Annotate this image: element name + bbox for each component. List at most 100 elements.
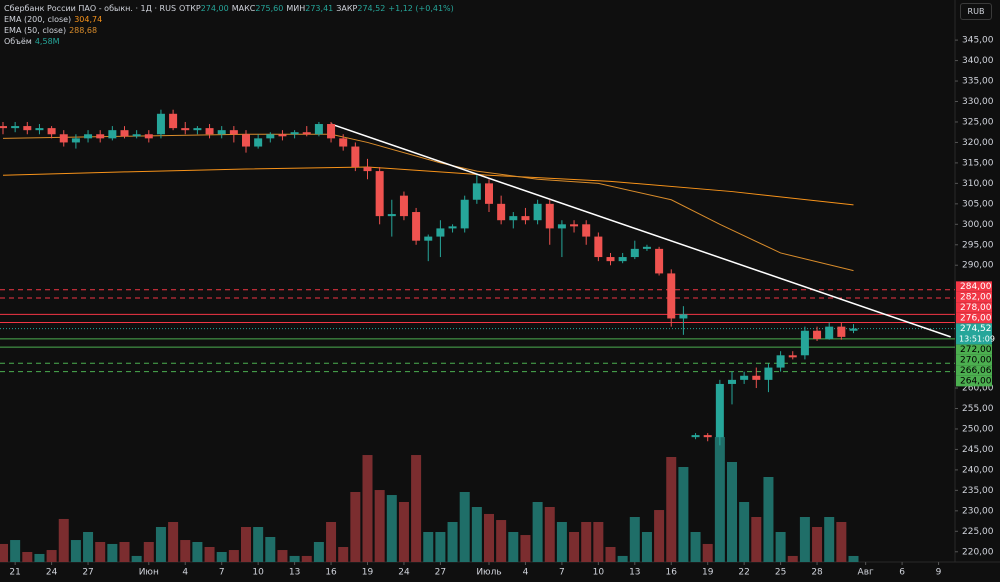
candle-body	[169, 113, 178, 129]
x-tick-label: 27	[435, 568, 446, 578]
candle-body	[703, 435, 712, 438]
candle-body	[412, 212, 421, 241]
trend-line	[330, 123, 951, 338]
volume-bar	[241, 527, 251, 562]
level-label: 270,00	[960, 356, 992, 366]
x-tick-label: 16	[325, 568, 337, 578]
current-price-label-bg	[956, 323, 992, 345]
volume-bar	[605, 547, 616, 562]
ema-line	[2, 166, 854, 206]
volume-bar	[155, 527, 166, 562]
legend-title: Сбербанк России ПАО - обыкн. · 1Д · RUS	[4, 4, 177, 13]
candle-body	[23, 126, 32, 131]
candle-body	[521, 216, 530, 221]
candle-body	[728, 379, 736, 384]
legend-ema-name: EMA (200, close)	[4, 15, 72, 24]
y-tick-label: 225,00	[962, 527, 994, 537]
volume-bar	[107, 543, 118, 562]
candle-body	[497, 203, 506, 221]
x-tick-label: 10	[252, 568, 264, 578]
legend-ema-name: EMA (50, close)	[4, 26, 67, 35]
candle-body	[557, 224, 566, 229]
candle-body	[800, 330, 809, 356]
candle-body	[254, 138, 263, 147]
level-label: 266,06	[960, 366, 992, 376]
level-label-bg	[956, 354, 992, 366]
volume-bar	[362, 455, 373, 562]
candle-body	[217, 130, 226, 135]
volume-bar	[775, 532, 786, 562]
candle-body	[266, 134, 275, 139]
candle-body	[96, 134, 105, 139]
x-tick-label: 7	[219, 568, 225, 578]
legend-field-value: 275,60	[255, 4, 284, 13]
volume-bar	[678, 467, 689, 562]
currency-button[interactable]: RUB	[960, 3, 992, 20]
volume-bar	[508, 532, 519, 562]
candle-body	[825, 326, 834, 339]
volume-bar	[799, 517, 810, 562]
y-tick-label: 335,00	[962, 77, 994, 87]
candle-body	[849, 328, 858, 331]
volume-bar	[265, 537, 276, 562]
y-tick-label: 295,00	[962, 240, 994, 250]
level-label-bg	[956, 344, 992, 355]
volume-bar	[143, 542, 154, 562]
legend-row: Сбербанк России ПАО - обыкн. · 1Д · RUS О…	[4, 3, 457, 14]
volume-bar	[289, 555, 300, 562]
volume-bar	[228, 550, 239, 562]
x-tick-label: 4	[182, 568, 188, 578]
volume-bar	[398, 502, 409, 562]
candle-body	[327, 124, 336, 139]
volume-bar	[253, 527, 264, 562]
candle-body	[351, 146, 360, 168]
legend-field-name: ЗАКР	[336, 4, 358, 13]
y-tick-label: 305,00	[962, 199, 994, 209]
candle-body	[691, 435, 700, 438]
candle-body	[144, 134, 153, 139]
candle-body	[545, 203, 554, 229]
volume-bar	[836, 522, 847, 562]
candle-body	[837, 326, 846, 337]
candle-body	[485, 183, 493, 204]
candle-body	[448, 226, 457, 229]
candle-body	[618, 257, 627, 262]
candle-body	[193, 128, 202, 131]
volume-bar	[520, 535, 531, 562]
legend-ema-value: 288,68	[69, 26, 98, 35]
y-tick-label: 255,00	[962, 404, 994, 414]
volume-bar	[435, 532, 446, 562]
candle-body	[667, 273, 676, 319]
volume-bar	[727, 462, 737, 562]
volume-bar	[313, 542, 324, 562]
candle-body	[655, 248, 664, 274]
candle-body	[339, 138, 348, 147]
y-tick-label: 340,00	[962, 56, 994, 66]
countdown-label: 13:51:09	[959, 335, 995, 344]
candle-body	[424, 236, 433, 241]
candle-body	[460, 199, 469, 229]
x-tick-label: 9	[936, 568, 942, 578]
x-tick-label: 7	[559, 568, 565, 578]
candle-body	[302, 132, 311, 135]
candle-body	[108, 130, 117, 139]
legend-field-value: 274,00	[200, 4, 229, 13]
candle-body	[0, 126, 7, 129]
y-tick-label: 330,00	[962, 97, 994, 107]
y-tick-label: 220,00	[962, 547, 994, 557]
volume-bar	[556, 522, 567, 562]
candle-body	[156, 113, 165, 135]
x-tick-label: 28	[811, 568, 823, 578]
legend-change: +1,12 (+0,41%)	[388, 4, 454, 13]
y-tick-label: 230,00	[962, 506, 994, 516]
x-tick-label: 10	[593, 568, 605, 578]
candle-body	[533, 203, 542, 221]
volume-bar	[569, 532, 580, 562]
volume-bar	[374, 490, 385, 562]
legend-field-name: МАКС	[231, 4, 256, 13]
candle-body	[47, 128, 56, 135]
volume-bar	[22, 552, 33, 562]
volume-bar	[277, 550, 288, 562]
volume-bar	[46, 550, 57, 562]
legend-row: EMA (50, close) 288,68	[4, 25, 457, 36]
